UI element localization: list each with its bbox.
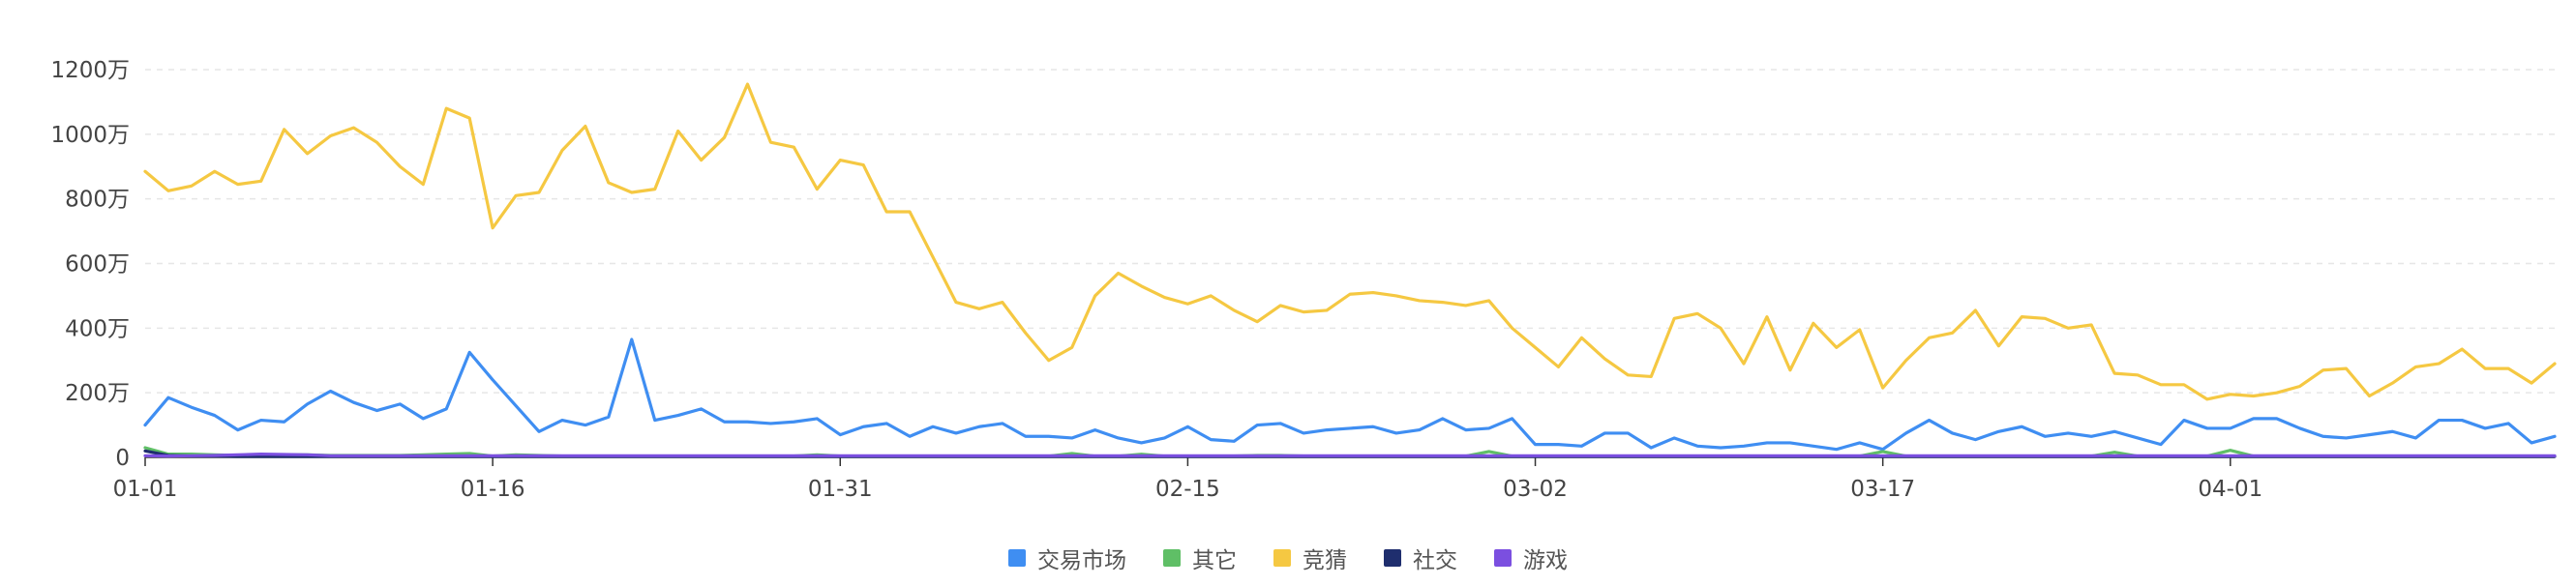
- x-tick-label: 01-31: [808, 477, 873, 502]
- legend-swatch: [1163, 549, 1181, 567]
- legend-label: 社交: [1413, 548, 1457, 573]
- legend-swatch: [1273, 549, 1291, 567]
- legend-label: 其它: [1192, 548, 1237, 573]
- legend-label: 竞猜: [1303, 548, 1347, 573]
- legend-item-1[interactable]: 交易市场: [1008, 542, 1126, 574]
- y-tick-label: 1200万: [50, 58, 130, 83]
- y-tick-label: 200万: [65, 381, 130, 406]
- series-line-3[interactable]: [143, 82, 2557, 401]
- y-tick-label: 800万: [65, 188, 130, 213]
- x-tick-label: 04-01: [2198, 477, 2262, 502]
- legend-label: 游戏: [1523, 548, 1568, 573]
- y-axis: 0 200万 400万 600万 800万 1000万 1200万: [50, 58, 130, 471]
- legend-swatch: [1008, 549, 1026, 567]
- x-axis: 01-01 01-16 01-31 02-15 03-02 03-17 04-01: [113, 456, 2555, 502]
- series-line-1[interactable]: [143, 337, 2557, 452]
- legend-item-5[interactable]: 游戏: [1494, 542, 1568, 574]
- legend-item-2[interactable]: 其它: [1163, 542, 1237, 574]
- legend-item-3[interactable]: 竞猜: [1273, 542, 1347, 574]
- x-tick-label: 01-16: [461, 477, 525, 502]
- legend-swatch: [1384, 549, 1401, 567]
- series-line-5[interactable]: [143, 453, 2557, 458]
- y-tick-label: 400万: [65, 316, 130, 341]
- series-lines: [143, 82, 2557, 458]
- y-tick-label: 1000万: [50, 123, 130, 148]
- grid-lines: [145, 69, 2555, 394]
- legend-label: 交易市场: [1037, 548, 1126, 573]
- x-tick-label: 02-15: [1155, 477, 1220, 502]
- x-tick-label: 03-02: [1503, 477, 1568, 502]
- x-tick-label: 01-01: [113, 477, 178, 502]
- x-tick-label: 03-17: [1850, 477, 1915, 502]
- y-tick-label: 0: [115, 446, 130, 471]
- legend-swatch: [1494, 549, 1512, 567]
- legend: 交易市场 其它 竞猜 社交 游戏: [0, 542, 2576, 574]
- legend-item-4[interactable]: 社交: [1384, 542, 1457, 574]
- y-tick-label: 600万: [65, 252, 130, 278]
